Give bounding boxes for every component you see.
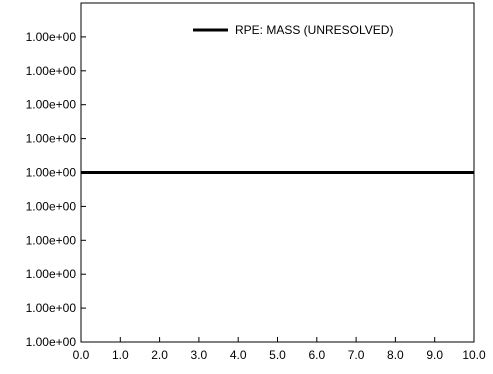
y-tick-label: 1.00e+00 [26,267,77,281]
y-tick-label: 1.00e+00 [26,301,77,315]
x-tick-label: 9.0 [426,348,443,362]
legend-label-series-0: RPE: MASS (UNRESOLVED) [235,23,393,37]
y-axis-ticks: 1.00e+00 1.00e+00 1.00e+00 1.00e+00 1.00e+00… [26,30,86,349]
x-tick-label: 0.0 [73,348,90,362]
x-tick-label: 1.0 [112,348,129,362]
y-tick-label: 1.00e+00 [26,233,77,247]
x-tick-label: 8.0 [387,348,404,362]
x-tick-label: 5.0 [269,348,286,362]
x-tick-label: 10.0 [462,348,486,362]
y-tick-label: 1.00e+00 [26,335,77,349]
x-tick-label: 3.0 [191,348,208,362]
y-tick-label: 1.00e+00 [26,199,77,213]
legend: RPE: MASS (UNRESOLVED) [193,23,393,37]
x-tick-label: 6.0 [308,348,325,362]
y-tick-label: 1.00e+00 [26,166,77,180]
x-tick-label: 7.0 [348,348,365,362]
y-tick-label: 1.00e+00 [26,64,77,78]
y-tick-label: 1.00e+00 [26,98,77,112]
x-tick-label: 4.0 [230,348,247,362]
y-tick-label: 1.00e+00 [26,132,77,146]
y-tick-label: 1.00e+00 [26,30,77,44]
x-tick-label: 2.0 [151,348,168,362]
x-axis-ticks: 0.0 1.0 2.0 3.0 4.0 5.0 6.0 7.0 8.0 9.0 10.0 [73,337,486,362]
